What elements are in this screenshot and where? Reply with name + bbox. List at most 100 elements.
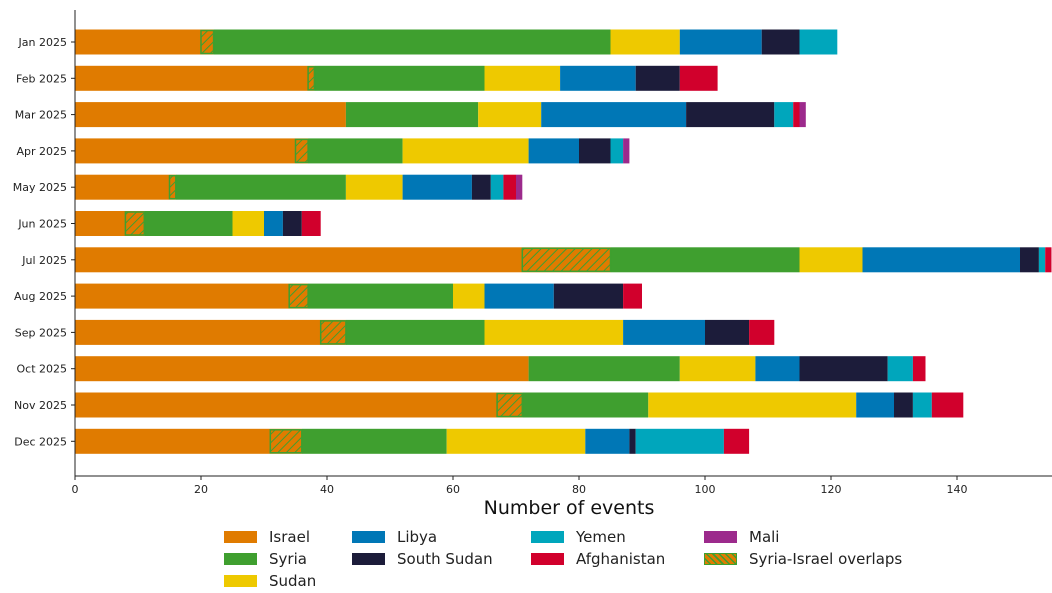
bar-segment-south-sudan [629, 428, 636, 454]
bar-segment-libya [862, 247, 1020, 273]
bar-segment-israel [75, 29, 214, 55]
legend-item: Syria [224, 548, 307, 570]
y-tick-label: May 2025 [13, 181, 67, 194]
x-tick-label: 120 [821, 483, 842, 496]
x-tick-label: 100 [695, 483, 716, 496]
bar-segment-yemen [887, 356, 913, 382]
bar-segment-libya [402, 174, 472, 200]
bar-segment-yemen [490, 174, 504, 200]
bar-segment-sudan [484, 319, 624, 345]
bar-segment-israel [75, 247, 611, 273]
axes-layer: Jan 2025 Feb 2025 Mar 2025 Apr 2025 May 2025… [13, 10, 1052, 496]
bar-segment-afghanistan [503, 174, 516, 200]
legend-item: Syria-Israel overlaps [704, 548, 902, 570]
legend-swatch [704, 531, 737, 543]
y-tick-label: Jun 2025 [17, 218, 67, 231]
y-tick-label: Dec 2025 [14, 435, 67, 448]
bar-segment-libya [560, 65, 636, 91]
bar-segment-afghanistan [1045, 247, 1052, 273]
bar-segment-afghanistan [912, 356, 926, 382]
bar-segment-libya [264, 211, 283, 236]
bar-segment-sudan [610, 29, 680, 55]
y-tick-label: Mar 2025 [15, 109, 67, 122]
bar-segment-south-sudan [553, 283, 624, 309]
bar-segment-syria-israel-overlap [288, 283, 309, 309]
bar-segment-syria-israel-overlap [307, 66, 316, 91]
bar-segment-syria [522, 392, 649, 418]
y-tick-label: Sep 2025 [15, 326, 67, 339]
bar-segment-syria-israel-overlap [521, 247, 612, 273]
y-tick-label: Oct 2025 [16, 363, 67, 376]
x-axis-title: Number of events [484, 497, 655, 519]
legend-item: Yemen [531, 526, 626, 548]
bar-segment-yemen [610, 138, 624, 164]
x-tick-label: 40 [320, 483, 334, 496]
bar-segment-sudan [484, 65, 561, 91]
bar-segment-south-sudan [705, 319, 750, 345]
bar-segment-yemen [774, 102, 794, 128]
bar-segment-israel [75, 319, 346, 345]
bar-segment-syria-israel-overlap [124, 211, 146, 236]
legend-label: Syria [269, 550, 307, 568]
bar-segment-syria [301, 428, 447, 454]
y-tick-label: Jul 2025 [21, 254, 67, 267]
bar-segment-syria [213, 29, 611, 55]
bar-segment-syria [175, 174, 346, 200]
bar-segment-afghanistan [623, 283, 642, 309]
bar-segment-south-sudan [579, 138, 611, 164]
bar-segment-libya [528, 138, 579, 164]
bar-segment-libya [541, 102, 687, 128]
bar-segment-syria-israel-overlap [200, 29, 215, 55]
bar-segment-yemen [912, 392, 932, 418]
bar-segment-south-sudan [635, 65, 680, 91]
bar-segment-yemen [799, 29, 838, 55]
stacked-bar-chart: Jan 2025 Feb 2025 Mar 2025 Apr 2025 May 2025… [13, 10, 1052, 519]
bar-segment-afghanistan [301, 211, 321, 236]
legend-label: Sudan [269, 572, 317, 590]
x-tick-label: 60 [446, 483, 460, 496]
bar-segment-libya [856, 392, 894, 418]
legend-item: Libya [352, 526, 437, 548]
bar-segment-afghanistan [793, 102, 800, 128]
y-tick-label: Apr 2025 [16, 145, 67, 158]
legend-swatch [224, 575, 257, 587]
x-tick-label: 0 [72, 483, 79, 496]
legend-swatch [352, 553, 385, 565]
bar-segment-israel [75, 65, 315, 91]
bar-segment-south-sudan [799, 356, 888, 382]
legend-item: Afghanistan [531, 548, 665, 570]
bar-segment-mali [799, 102, 806, 128]
bar-segment-syria [144, 211, 233, 236]
bar-segment-south-sudan [1020, 247, 1039, 273]
bar-segment-syria [308, 283, 453, 309]
bar-segment-sudan [345, 174, 403, 200]
bar-segment-south-sudan [761, 29, 800, 55]
bar-segment-south-sudan [471, 174, 491, 200]
bar-segment-israel [75, 174, 176, 200]
bar-segment-sudan [232, 211, 264, 236]
bar-segment-syria [308, 138, 403, 164]
bar-segment-syria [345, 102, 479, 128]
bar-segment-south-sudan [282, 211, 302, 236]
bar-segment-yemen [1038, 247, 1046, 273]
bar-segment-israel [75, 392, 523, 418]
bar-segment-libya [755, 356, 800, 382]
bar-segment-libya [484, 283, 554, 309]
legend-item: South Sudan [352, 548, 493, 570]
bar-segment-syria-israel-overlap [496, 392, 524, 418]
legend-label: Libya [397, 528, 438, 546]
bar-segment-sudan [799, 247, 863, 273]
y-tick-label: Aug 2025 [14, 290, 67, 303]
y-tick-label: Nov 2025 [14, 399, 67, 412]
legend-swatch [224, 553, 257, 565]
bar-segment-south-sudan [686, 102, 775, 128]
x-tick-label: 80 [572, 483, 586, 496]
bar-segment-israel [75, 138, 309, 164]
bar-segment-afghanistan [931, 392, 964, 418]
y-tick-label: Jan 2025 [18, 36, 67, 49]
bar-segment-libya [585, 428, 630, 454]
bar-segment-israel [75, 283, 309, 309]
bar-segment-yemen [635, 428, 724, 454]
bar-segment-sudan [679, 356, 756, 382]
legend-label: South Sudan [397, 550, 493, 568]
